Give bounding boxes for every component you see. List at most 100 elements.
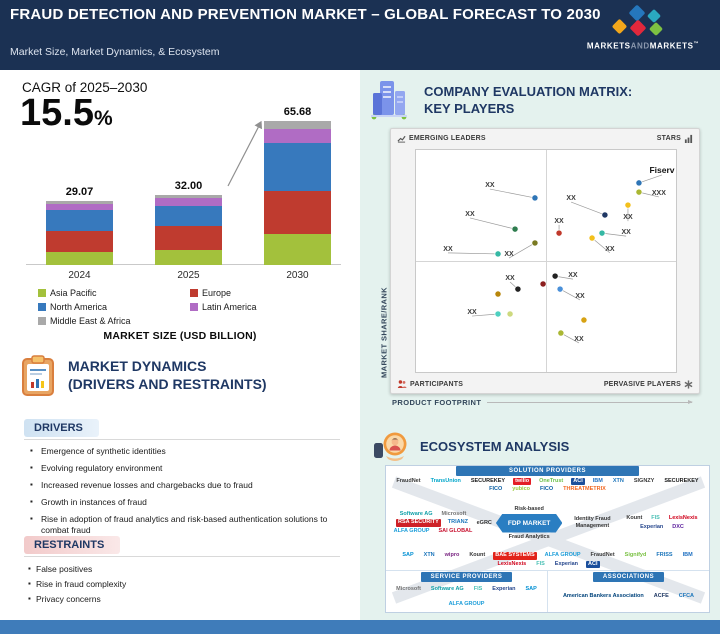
- matrix-title: COMPANY EVALUATION MATRIX: KEY PLAYERS: [424, 84, 633, 116]
- bar-segment-europe: [155, 226, 222, 250]
- point-label: XX: [575, 293, 585, 300]
- list-item: Evolving regulatory environment: [28, 463, 346, 474]
- matrix-point: [635, 188, 643, 196]
- matrix-point: [514, 285, 522, 293]
- leader-line: [447, 252, 499, 255]
- matrix-header: COMPANY EVALUATION MATRIX: KEY PLAYERS: [368, 76, 632, 122]
- quadrant-participants: PARTICIPANTS: [397, 379, 463, 389]
- leader-line: [591, 237, 611, 254]
- matrix-point: [511, 225, 519, 233]
- logo-chip: SAP: [402, 552, 414, 559]
- logo-chip: wipro: [444, 552, 460, 559]
- point-label: XX: [443, 246, 453, 253]
- logo-chip: OneTrust: [539, 478, 564, 484]
- logo-chip: SIGNZY: [633, 478, 655, 484]
- bar-segment-latin-america: [155, 197, 222, 207]
- ecosystem-diagram: SOLUTION PROVIDERS FraudNet TransUnion SEC…: [385, 465, 710, 613]
- quadrant-emerging-leaders: EMERGING LEADERS: [397, 134, 486, 143]
- legend-item: Europe: [190, 288, 342, 298]
- logo-chip: FRISS: [656, 552, 673, 559]
- market-dynamics-header: MARKET DYNAMICS (DRIVERS AND RESTRAINTS): [20, 355, 267, 397]
- point-label: XX: [465, 211, 475, 218]
- leader-line: [570, 201, 606, 216]
- matrix-point: [531, 194, 539, 202]
- logo-chip: ACFE: [653, 593, 669, 600]
- bar-segment-latin-america: [264, 129, 331, 144]
- buildings-icon: [368, 76, 410, 122]
- matrix-point: [580, 316, 588, 324]
- logo-chip: Software AG: [430, 586, 464, 593]
- legend-swatch: [190, 303, 198, 311]
- legend-swatch: [190, 289, 198, 297]
- bar-value-label: 29.07: [65, 186, 94, 199]
- matrix-point: [588, 234, 596, 242]
- service-providers-panel: SERVICE PROVIDERS Microsoft Software AG FI…: [386, 571, 547, 612]
- hub-right-label: Identity Fraud Management: [574, 516, 611, 529]
- matrix-x-axis-label: PRODUCT FOOTPRINT: [392, 398, 482, 407]
- legend-swatch: [38, 317, 46, 325]
- bar-category-label: 2030: [286, 270, 309, 281]
- bar-segment-europe: [46, 230, 113, 252]
- list-item: Privacy concerns: [28, 594, 346, 605]
- logo-chip: Experian: [492, 586, 516, 593]
- matrix-point: [624, 201, 632, 209]
- divider: [24, 439, 340, 440]
- matrix-point: [601, 211, 609, 219]
- logo-chip: yubico: [512, 486, 531, 493]
- logo-chip: XTN: [423, 552, 435, 559]
- list-item: Growth in instances of fraud: [28, 497, 346, 508]
- logo-chip: Kount: [626, 515, 643, 522]
- quadrant-pervasive-players: PERVASIVE PLAYERS: [604, 379, 693, 389]
- point-label: Fiserv: [649, 165, 674, 175]
- point-label: XX: [605, 246, 615, 253]
- point-label: XX: [568, 272, 578, 279]
- page-title: FRAUD DETECTION AND PREVENTION MARKET – …: [10, 6, 601, 23]
- legend-item: Latin America: [190, 302, 342, 312]
- logo-chip: FIS: [651, 515, 660, 522]
- associations-banner: ASSOCIATIONS: [592, 572, 665, 582]
- logo-chip: LexisNexis: [497, 560, 527, 567]
- x-axis-arrow: [487, 400, 693, 404]
- page-subtitle: Market Size, Market Dynamics, & Ecosyste…: [10, 46, 220, 58]
- logo-chip: THREATMETRIX: [563, 486, 606, 493]
- service-providers-banner: SERVICE PROVIDERS: [420, 572, 513, 582]
- hub-left-label: eGRC: [476, 519, 492, 526]
- quadrant-stars: STARS: [657, 134, 693, 143]
- people-icon: [397, 380, 407, 388]
- bar-signal-icon: [684, 134, 693, 143]
- list-item: Emergence of synthetic identities: [28, 446, 346, 457]
- solution-logos-right: Kount FIS LexisNexis Experian DXC: [619, 515, 705, 531]
- list-item: Rise in adoption of fraud analytics and …: [28, 514, 346, 536]
- bar-segment-middle-east-africa: [264, 121, 331, 130]
- logo-chip: SECUREKEY: [470, 478, 506, 484]
- legend-swatch: [38, 289, 46, 297]
- list-item: Increased revenue losses and chargebacks…: [28, 480, 346, 491]
- matrix-point: [551, 272, 559, 280]
- bar-category-label: 2024: [68, 270, 91, 281]
- matrix-bottom-band: PARTICIPANTS PERVASIVE PLAYERS: [394, 376, 696, 392]
- matrix-point: [555, 229, 563, 237]
- matrix-point: [494, 310, 502, 318]
- matrix-x-axis: PRODUCT FOOTPRINT: [392, 398, 693, 407]
- bar-segment-middle-east-africa: [46, 201, 113, 204]
- bar-value-label: 65.68: [283, 106, 312, 119]
- ecosystem-header: ECOSYSTEM ANALYSIS: [374, 430, 569, 462]
- point-label: XX: [485, 182, 495, 189]
- clipboard-icon: [22, 355, 54, 396]
- association-logos: American Bankers Association ACFE CFCA: [548, 582, 709, 612]
- logo-chip: RSA SECURITY: [396, 519, 441, 527]
- leader-line: [638, 174, 663, 184]
- list-item: Rise in fraud complexity: [28, 579, 346, 590]
- person-icon: [374, 432, 407, 461]
- leader-line: [559, 288, 581, 301]
- hub-bottom-label: Fraud Analytics: [508, 533, 550, 540]
- bar-segment-asia-pacific: [46, 251, 113, 265]
- market-size-bar-chart: 29.07 2024 32.00 2025 65.68 2030: [20, 106, 345, 281]
- drivers-badge: DRIVERS: [24, 419, 99, 437]
- bar-2030: [264, 121, 331, 265]
- point-label: XX: [621, 229, 631, 236]
- logo-chip: FIS: [473, 586, 483, 593]
- footer-bar: [0, 620, 720, 634]
